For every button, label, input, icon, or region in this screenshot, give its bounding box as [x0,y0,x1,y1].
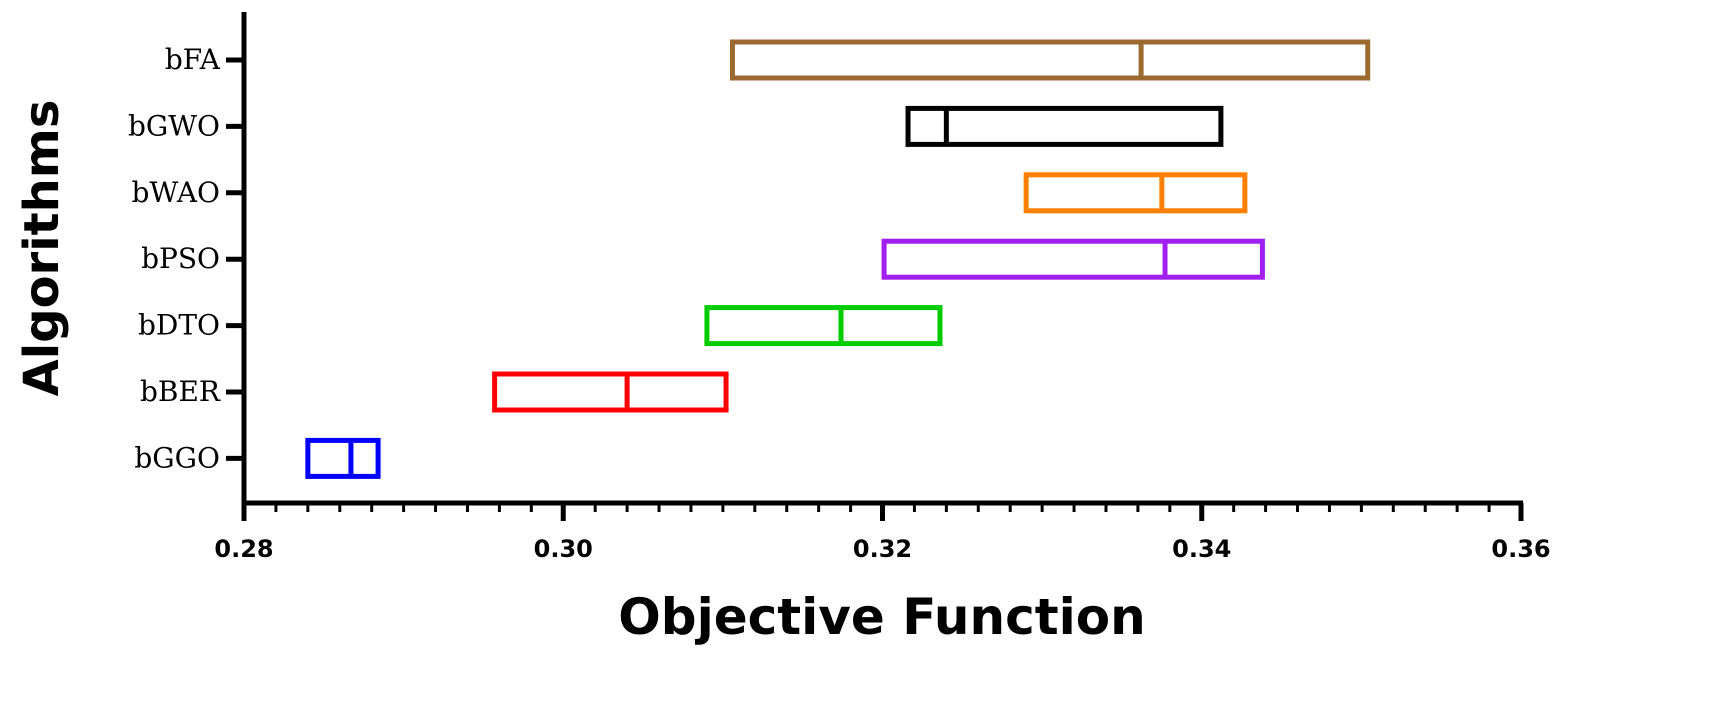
y-tick-label: bDTO [138,309,220,342]
box-bGGO [305,437,381,479]
box-iqr [492,371,729,413]
y-tick-label: bFA [165,43,221,76]
x-tick-label: 0.36 [1491,535,1550,563]
x-tick-label: 0.32 [853,535,912,563]
boxes-layer [305,39,1371,479]
box-iqr [1023,172,1248,214]
box-bDTO [704,305,943,347]
y-tick-label: bPSO [141,242,220,275]
y-tick-label: bWAO [132,176,220,209]
x-axis: 0.28 0.30 0.32 0.34 0.36 [214,500,1551,563]
box-iqr [729,39,1371,81]
y-axis: bFA bGWO bWAO bPSO bDTO bBER bGGO [128,12,247,505]
x-tick-label: 0.28 [214,535,273,563]
y-tick-label: bBER [140,375,221,408]
box-iqr [305,437,381,479]
box-iqr [905,105,1224,147]
x-axis-title: Objective Function [618,588,1145,646]
box-bWAO [1023,172,1248,214]
box-iqr [881,238,1265,280]
y-axis-title: Algorithms [14,100,70,397]
x-tick-label: 0.30 [534,535,593,563]
y-tick-label: bGWO [128,109,220,142]
box-iqr [704,305,943,347]
y-tick-label: bGGO [134,441,220,474]
box-bBER [492,371,729,413]
box-bGWO [905,105,1224,147]
x-tick-label: 0.34 [1172,535,1231,563]
box-bPSO [881,238,1265,280]
box-bFA [729,39,1371,81]
